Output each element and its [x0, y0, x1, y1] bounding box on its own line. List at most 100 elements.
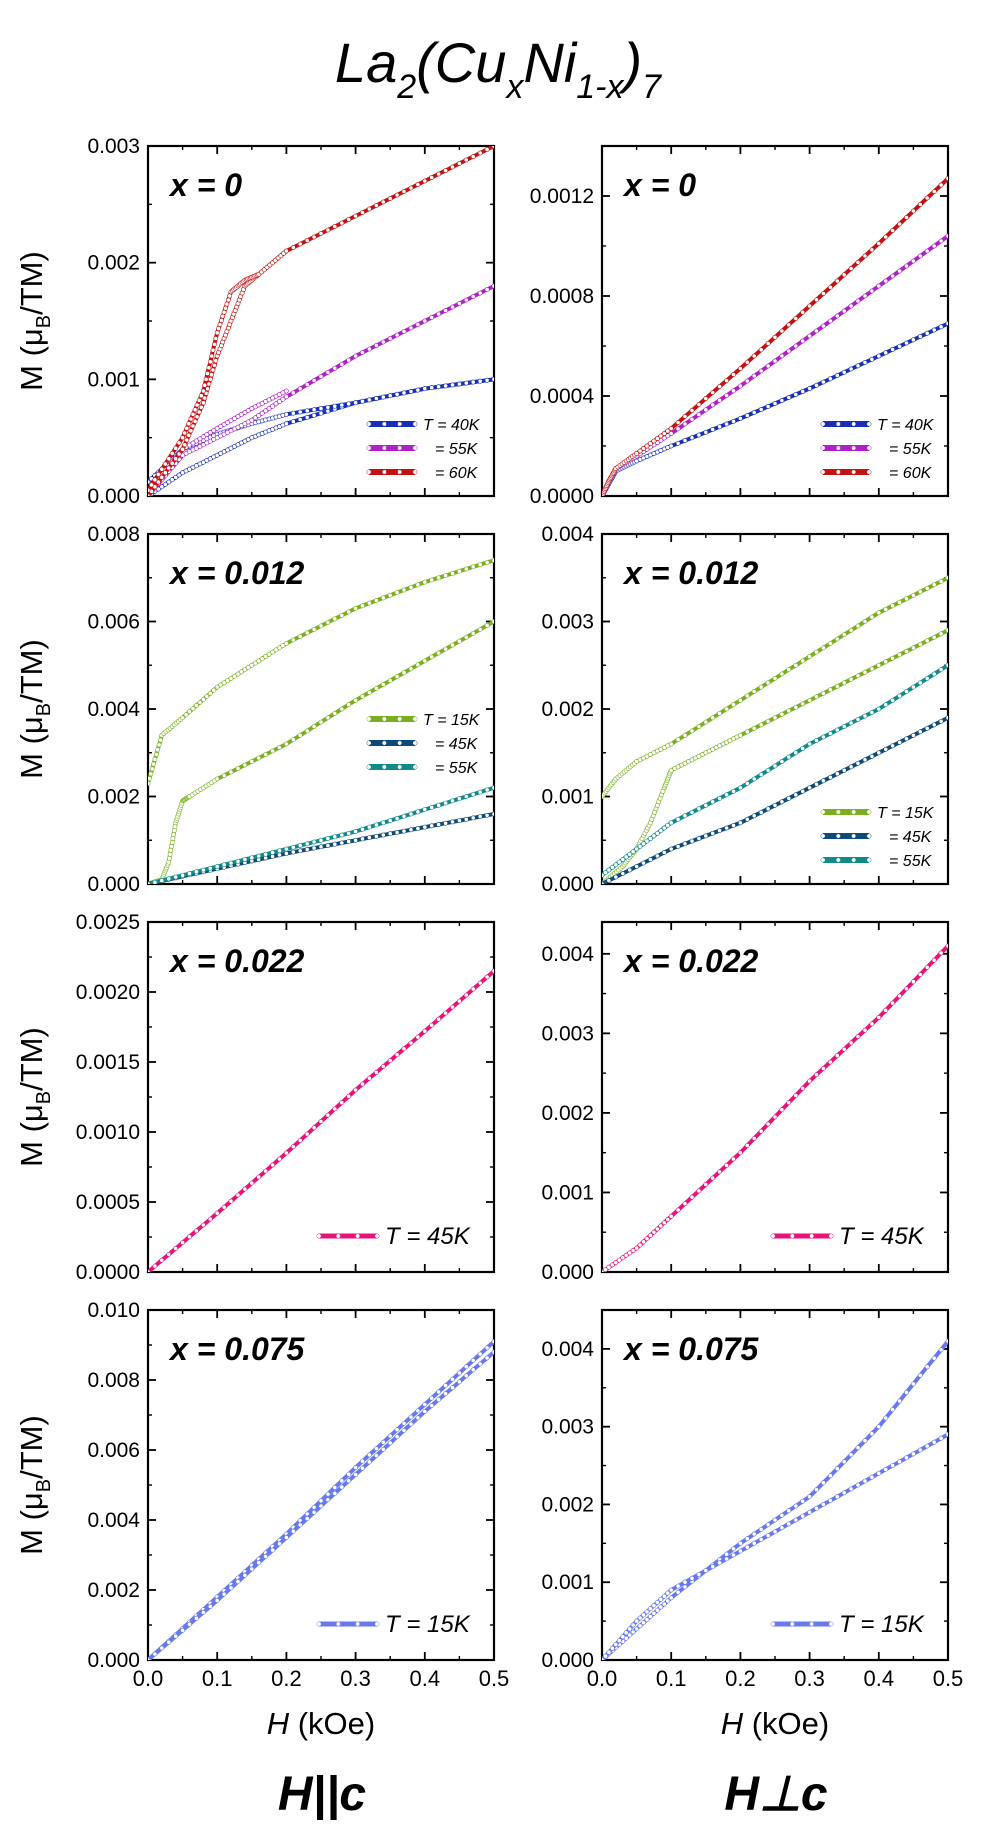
- data-point: [876, 706, 882, 712]
- title-sub2: x: [504, 68, 524, 106]
- data-point: [206, 381, 212, 387]
- x-tick-label: 0.5: [933, 1666, 964, 1691]
- data-point: [216, 326, 221, 331]
- data-point: [821, 734, 826, 740]
- data-point: [634, 1626, 639, 1632]
- data-point: [675, 420, 681, 425]
- data-point: [603, 1653, 608, 1659]
- data-point: [689, 1194, 695, 1200]
- data-point: [218, 682, 224, 688]
- data-point: [665, 1598, 671, 1604]
- data-point: [283, 394, 289, 400]
- data-point: [290, 1144, 296, 1150]
- data-point: [841, 308, 847, 314]
- data-point: [602, 1269, 605, 1272]
- data-point: [717, 711, 722, 716]
- data-point: [758, 347, 764, 353]
- legend-label: = 45K: [889, 829, 933, 846]
- data-point: [280, 643, 286, 648]
- data-point: [731, 1546, 736, 1552]
- data-point: [814, 738, 819, 743]
- data-point: [627, 851, 633, 857]
- data-point: [277, 745, 282, 750]
- legend-marker: [820, 469, 826, 475]
- x-axis-label: H (kOe): [721, 1706, 830, 1741]
- data-point: [738, 1548, 743, 1554]
- data-point: [401, 1428, 407, 1433]
- data-point: [197, 436, 203, 442]
- data-point: [380, 394, 386, 400]
- data-point: [800, 309, 806, 315]
- data-point: [630, 1629, 636, 1635]
- data-point: [408, 827, 414, 833]
- data-point: [415, 826, 421, 831]
- data-point: [339, 361, 345, 367]
- data-point: [786, 322, 792, 328]
- data-point: [477, 789, 483, 795]
- data-point: [931, 1355, 937, 1361]
- data-point: [644, 838, 650, 844]
- data-point: [318, 410, 324, 416]
- x-tick-label: 0.5: [479, 1666, 510, 1691]
- data-point: [731, 388, 736, 394]
- data-point: [207, 690, 213, 696]
- data-point: [917, 680, 923, 686]
- data-point: [193, 438, 199, 444]
- data-point: [450, 642, 455, 648]
- y-tick-label: 0.0008: [530, 285, 594, 308]
- data-point: [834, 313, 840, 319]
- data-point: [470, 154, 476, 159]
- data-point: [277, 645, 282, 651]
- y-tick-label: 0.001: [541, 1571, 594, 1594]
- data-point: [318, 406, 324, 411]
- data-point: [890, 743, 895, 749]
- data-point: [848, 720, 854, 726]
- data-point: [263, 654, 268, 659]
- data-point: [738, 1540, 743, 1546]
- data-point: [339, 1484, 345, 1490]
- data-point: [904, 263, 909, 269]
- data-point: [862, 293, 868, 299]
- data-point: [207, 430, 213, 435]
- data-point: [696, 432, 702, 438]
- panel-annotation: x = 0.022: [168, 943, 305, 979]
- data-point: [890, 228, 895, 233]
- data-point: [197, 700, 203, 705]
- data-point: [221, 773, 227, 778]
- data-point: [148, 493, 151, 496]
- data-point: [211, 362, 217, 368]
- data-point: [772, 715, 778, 721]
- data-point: [772, 802, 778, 808]
- data-point: [491, 619, 494, 624]
- legend-marker: [789, 1621, 795, 1627]
- y-tick-label: 0.008: [87, 523, 140, 546]
- data-point: [738, 383, 743, 389]
- data-point: [772, 334, 778, 340]
- data-point: [318, 623, 324, 629]
- data-point: [167, 855, 172, 861]
- data-point: [924, 330, 930, 336]
- series-line: [148, 389, 289, 493]
- data-point: [924, 248, 930, 254]
- data-point: [484, 1345, 490, 1351]
- y-tick-label: 0.003: [541, 1022, 594, 1045]
- data-point: [807, 1509, 812, 1515]
- data-point: [606, 1264, 612, 1270]
- data-point: [634, 1618, 639, 1624]
- data-point: [221, 1591, 227, 1597]
- data-point: [641, 1612, 646, 1618]
- data-point: [325, 620, 331, 625]
- data-point: [187, 1234, 192, 1240]
- data-point: [665, 433, 671, 439]
- data-point: [779, 328, 785, 334]
- data-point: [477, 562, 483, 567]
- data-point: [325, 1497, 331, 1503]
- data-point: [703, 1182, 709, 1187]
- data-point: [148, 771, 154, 777]
- data-point: [373, 822, 379, 828]
- data-point: [904, 215, 909, 220]
- data-point: [658, 1223, 664, 1229]
- data-point: [166, 456, 172, 462]
- data-point: [883, 234, 889, 240]
- data-point: [422, 318, 428, 324]
